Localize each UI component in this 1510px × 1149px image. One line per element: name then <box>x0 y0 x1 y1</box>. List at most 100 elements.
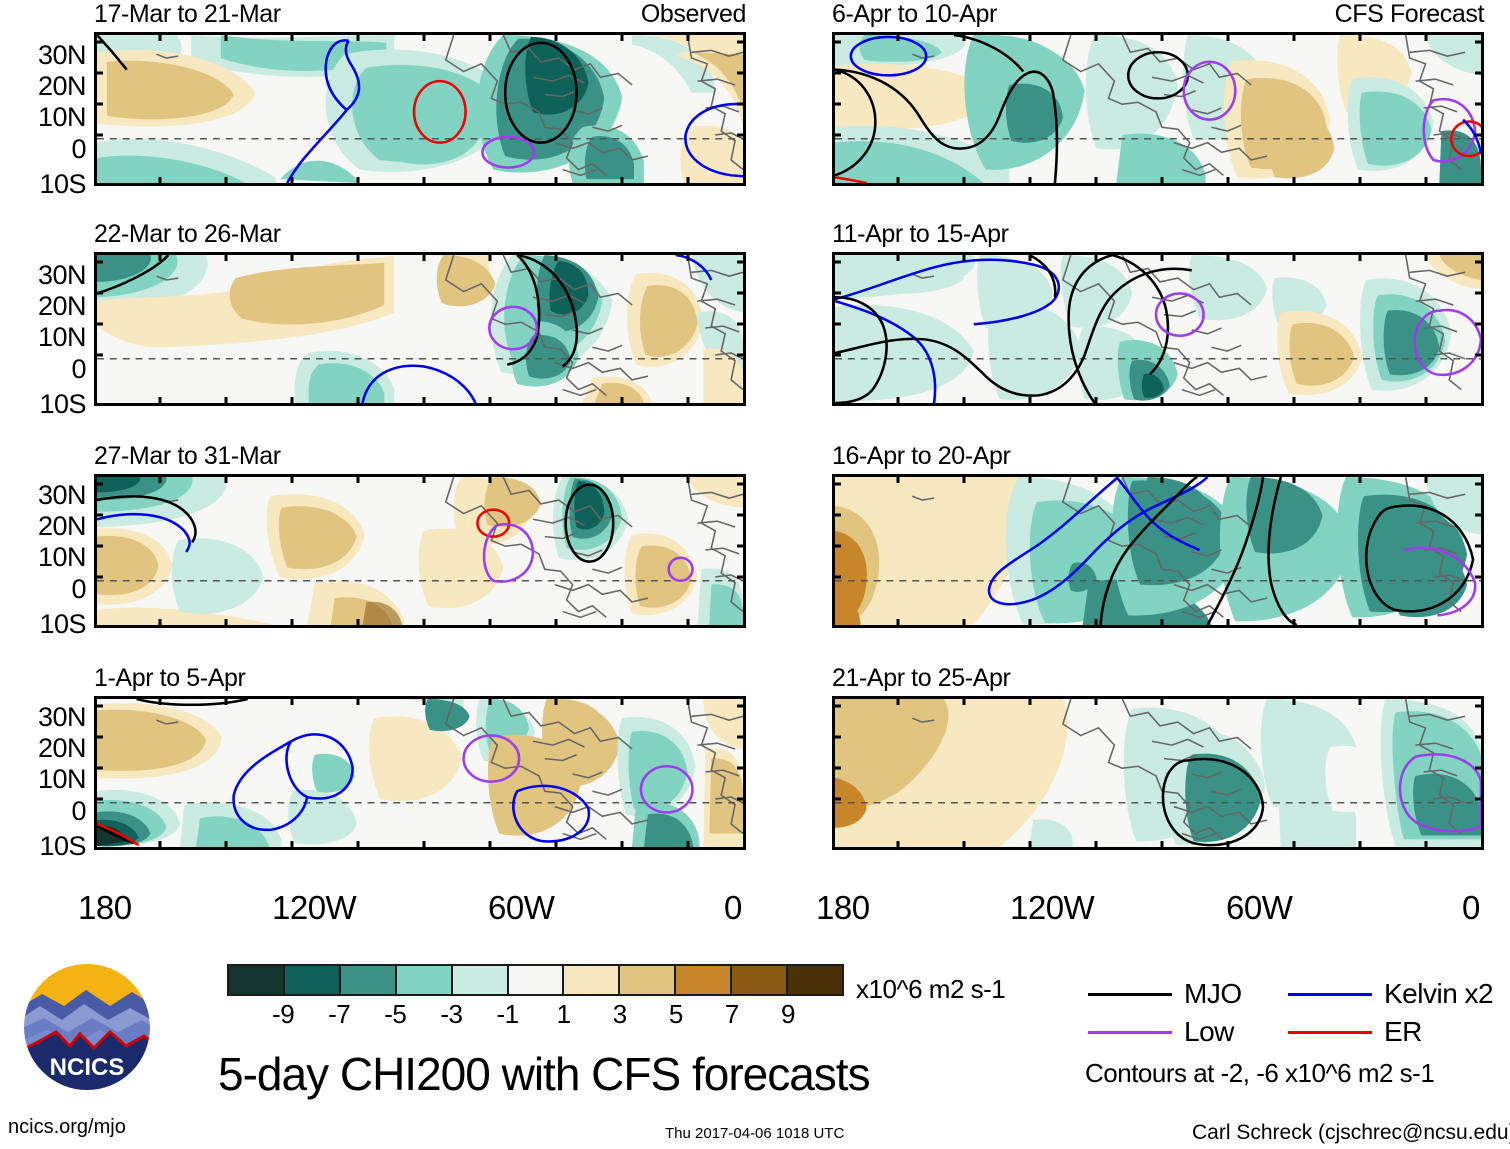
legend-label-low: Low <box>1184 1016 1234 1047</box>
legend-entry-er[interactable]: ER <box>1288 1018 1422 1046</box>
y-tick-label: 0 <box>71 134 86 164</box>
main-title: 5-day CHI200 with CFS forecasts <box>218 1048 871 1100</box>
y-tick-label: 10N <box>37 102 87 132</box>
panel-27mar-31mar[interactable]: 27-Mar to 31-Mar <box>94 444 746 628</box>
map-canvas[interactable] <box>94 32 746 186</box>
map-field-svg <box>97 255 743 403</box>
y-tick-label: 10N <box>37 542 87 572</box>
map-canvas[interactable] <box>832 32 1484 186</box>
column-header-observed: Observed <box>640 0 747 28</box>
panel-17mar-21mar[interactable]: 17-Mar to 21-Mar Observed <box>94 2 746 186</box>
footer-timestamp: Thu 2017-04-06 1018 UTC <box>665 1125 845 1142</box>
map-canvas[interactable] <box>832 474 1484 628</box>
colorbar-cell <box>396 966 453 994</box>
y-axis-labels-left-row3: 30N 20N 10N 0 10S <box>0 466 87 638</box>
legend-entry-kelvin[interactable]: Kelvin x2 <box>1288 980 1494 1008</box>
colorbar-tick: 9 <box>781 999 795 1029</box>
panel-title: 27-Mar to 31-Mar <box>94 442 281 470</box>
column-header-cfs-forecast: CFS Forecast <box>1334 0 1485 28</box>
x-tick-label: 60W <box>488 889 555 926</box>
contour-note: Contours at -2, -6 x10^6 m2 s-1 <box>1085 1058 1435 1088</box>
y-tick-label: 20N <box>37 511 87 541</box>
y-tick-label: 0 <box>71 354 86 384</box>
map-field-svg <box>835 477 1481 625</box>
map-field-svg <box>97 699 743 847</box>
colorbar-tick: -3 <box>440 999 463 1029</box>
panel-16apr-20apr[interactable]: 16-Apr to 20-Apr <box>832 444 1484 628</box>
colorbar-units-label: x10^6 m2 s-1 <box>856 974 1006 1004</box>
map-canvas[interactable] <box>832 696 1484 850</box>
colorbar-tick: -5 <box>384 999 407 1029</box>
map-canvas[interactable] <box>94 696 746 850</box>
panel-title: 16-Apr to 20-Apr <box>832 442 1011 470</box>
map-field-svg <box>835 699 1481 847</box>
colorbar-tick: 5 <box>668 999 683 1029</box>
y-tick-label: 30N <box>37 702 87 732</box>
y-tick-label: 10S <box>39 389 86 419</box>
x-tick-label: 180 <box>816 889 870 926</box>
ncics-logo-svg: NCICS <box>22 962 152 1092</box>
ncics-logo: NCICS <box>22 962 152 1092</box>
panel-title: 11-Apr to 15-Apr <box>832 220 1009 248</box>
colorbar-cell <box>732 966 789 994</box>
panel-1apr-5apr[interactable]: 1-Apr to 5-Apr <box>94 666 746 850</box>
legend-line-kelvin <box>1288 992 1372 996</box>
map-canvas[interactable] <box>94 474 746 628</box>
y-tick-label: 0 <box>71 574 86 604</box>
x-tick-label: 0 <box>724 889 742 926</box>
panel-22mar-26mar[interactable]: 22-Mar to 26-Mar <box>94 222 746 406</box>
y-tick-label: 20N <box>37 291 87 321</box>
map-canvas[interactable] <box>832 252 1484 406</box>
panel-6apr-10apr[interactable]: 6-Apr to 10-Apr CFS Forecast <box>832 2 1484 186</box>
legend-label-er: ER <box>1384 1016 1422 1047</box>
x-tick-label: 180 <box>78 889 132 926</box>
y-tick-label: 20N <box>37 733 87 763</box>
map-field-svg <box>97 35 743 183</box>
x-tick-label: 120W <box>1010 889 1095 926</box>
colorbar-cell <box>284 966 341 994</box>
colorbar-cell <box>620 966 677 994</box>
footer-author-contact[interactable]: Carl Schreck (cjschrec@ncsu.edu) <box>1192 1121 1510 1144</box>
footer-site-url[interactable]: ncics.org/mjo <box>8 1116 126 1138</box>
y-axis-labels-left-row2: 30N 20N 10N 0 10S <box>0 246 87 418</box>
x-tick-label: 120W <box>272 889 357 926</box>
legend-entry-low[interactable]: Low <box>1088 1018 1234 1046</box>
x-tick-label: 60W <box>1226 889 1293 926</box>
colorbar-tick-labels: -9 -7 -5 -3 -1 1 3 5 7 9 <box>227 1001 844 1031</box>
legend-entry-mjo[interactable]: MJO <box>1088 980 1242 1008</box>
map-field-svg <box>97 477 743 625</box>
colorbar-cell <box>229 966 285 994</box>
colorbar-tick: 7 <box>724 999 739 1029</box>
panel-title: 17-Mar to 21-Mar <box>94 0 281 28</box>
legend-line-er <box>1288 1030 1372 1034</box>
y-tick-label: 10S <box>39 169 86 199</box>
colorbar-tick: -1 <box>496 999 519 1029</box>
map-canvas[interactable] <box>94 252 746 406</box>
y-tick-label: 30N <box>37 260 87 290</box>
y-tick-label: 0 <box>71 796 86 826</box>
colorbar-cell <box>508 966 565 994</box>
y-tick-label: 10S <box>39 609 86 639</box>
colorbar-cell <box>452 966 509 994</box>
colorbar-cell <box>676 966 733 994</box>
y-tick-label: 10S <box>39 831 86 861</box>
panel-title: 1-Apr to 5-Apr <box>94 664 246 692</box>
colorbar-cell <box>564 966 621 994</box>
y-axis-labels-left-row1: 30N 20N 10N 0 10S <box>0 26 87 198</box>
panel-title: 22-Mar to 26-Mar <box>94 220 281 248</box>
colorbar[interactable] <box>227 964 844 996</box>
x-tick-label: 0 <box>1462 889 1480 926</box>
map-field-svg <box>835 255 1481 403</box>
colorbar-cell <box>788 966 842 994</box>
ncics-logo-label: NCICS <box>50 1054 125 1081</box>
colorbar-tick: -9 <box>272 999 295 1029</box>
colorbar-tick: 3 <box>612 999 627 1029</box>
colorbar-cell <box>340 966 397 994</box>
panel-21apr-25apr[interactable]: 21-Apr to 25-Apr <box>832 666 1484 850</box>
panel-11apr-15apr[interactable]: 11-Apr to 15-Apr <box>832 222 1484 406</box>
map-field-svg <box>835 35 1481 183</box>
y-tick-label: 10N <box>37 764 87 794</box>
y-tick-label: 10N <box>37 322 87 352</box>
panel-title: 21-Apr to 25-Apr <box>832 664 1011 692</box>
